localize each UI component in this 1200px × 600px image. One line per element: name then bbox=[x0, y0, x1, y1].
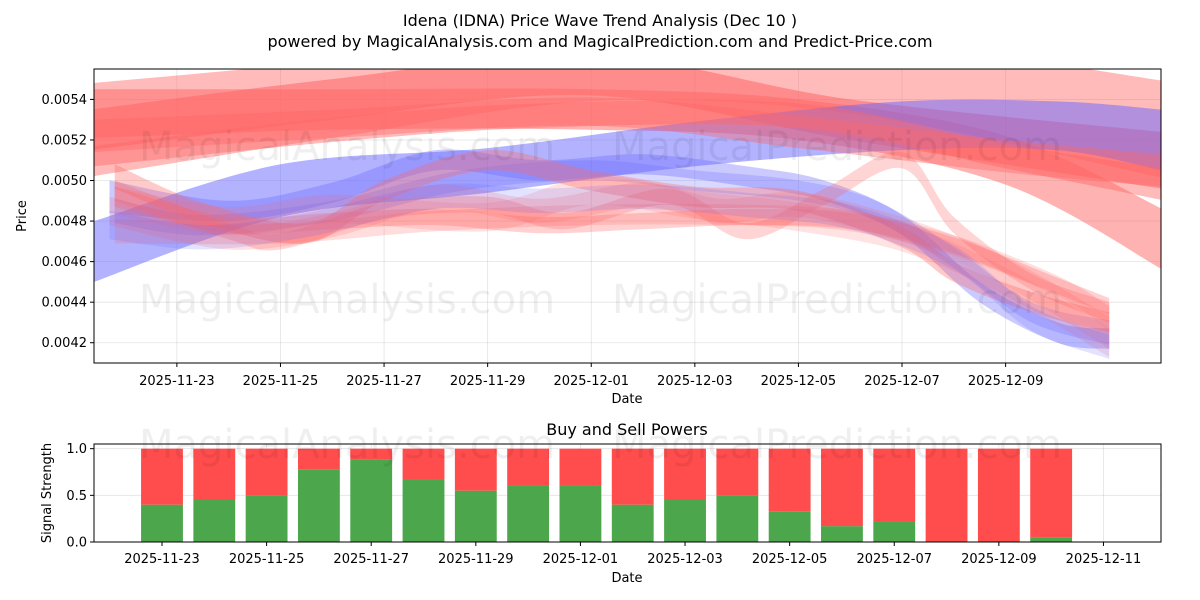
price-x-tick-label: 2025-11-29 bbox=[450, 374, 526, 389]
price-x-tick-label: 2025-12-05 bbox=[761, 374, 837, 389]
buy-bar bbox=[612, 505, 654, 542]
buy-bar bbox=[769, 511, 811, 542]
power-x-tick-label: 2025-11-25 bbox=[229, 552, 305, 567]
price-x-tick-label: 2025-12-07 bbox=[864, 374, 940, 389]
chart-title: Idena (IDNA) Price Wave Trend Analysis (… bbox=[403, 11, 797, 30]
power-y-tick-label: 0.0 bbox=[66, 536, 87, 551]
buy-bar bbox=[350, 460, 392, 542]
chart-figure: Idena (IDNA) Price Wave Trend Analysis (… bbox=[0, 0, 1200, 600]
power-x-tick-label: 2025-12-03 bbox=[647, 552, 723, 567]
buy-bar bbox=[193, 500, 235, 542]
price-y-tick-label: 0.0042 bbox=[42, 336, 88, 351]
buy-bar bbox=[507, 485, 549, 542]
buy-bar bbox=[141, 505, 183, 542]
price-x-tick-label: 2025-11-27 bbox=[346, 374, 422, 389]
buy-bar bbox=[716, 495, 758, 542]
price-y-tick-label: 0.0046 bbox=[42, 255, 88, 270]
price-panel: MagicalAnalysis.com MagicalPrediction.co… bbox=[15, 30, 1166, 407]
power-x-tick-label: 2025-12-05 bbox=[752, 552, 828, 567]
price-x-tick-label: 2025-11-23 bbox=[139, 374, 215, 389]
buy-bar bbox=[821, 526, 863, 542]
buy-bar bbox=[560, 485, 602, 542]
power-x-axis-label: Date bbox=[611, 571, 642, 586]
power-x-tick-label: 2025-12-09 bbox=[961, 552, 1037, 567]
price-y-tick-label: 0.0044 bbox=[42, 296, 88, 311]
price-y-axis-label: Price bbox=[15, 200, 30, 232]
power-x-tick-label: 2025-12-11 bbox=[1066, 552, 1142, 567]
sell-bar bbox=[560, 449, 602, 485]
buy-bar bbox=[664, 500, 706, 542]
power-y-tick-label: 1.0 bbox=[66, 442, 87, 457]
power-x-tick-label: 2025-11-29 bbox=[438, 552, 514, 567]
price-x-axis-label: Date bbox=[611, 392, 642, 407]
power-y-tick-label: 0.5 bbox=[66, 489, 87, 504]
price-x-tick-label: 2025-12-01 bbox=[553, 374, 629, 389]
watermark-analysis: MagicalAnalysis.com bbox=[139, 124, 555, 170]
buy-bar bbox=[455, 491, 497, 542]
watermark-prediction: MagicalPrediction.com bbox=[612, 124, 1062, 170]
buy-bar bbox=[246, 495, 288, 542]
power-x-tick-label: 2025-12-07 bbox=[856, 552, 932, 567]
price-x-tick-label: 2025-12-03 bbox=[657, 374, 733, 389]
power-y-axis-label: Signal Strength bbox=[40, 443, 55, 543]
watermark-analysis: MagicalAnalysis.com bbox=[139, 277, 555, 323]
buy-bar bbox=[298, 469, 340, 542]
price-y-tick-label: 0.0050 bbox=[42, 174, 88, 189]
power-x-tick-label: 2025-12-01 bbox=[543, 552, 619, 567]
watermark-prediction: MagicalPrediction.com bbox=[612, 422, 1062, 468]
power-x-tick-label: 2025-11-27 bbox=[333, 552, 409, 567]
watermark-prediction: MagicalPrediction.com bbox=[612, 277, 1062, 323]
buy-bar bbox=[873, 521, 915, 542]
watermark-analysis: MagicalAnalysis.com bbox=[139, 422, 555, 468]
price-y-tick-label: 0.0048 bbox=[42, 215, 88, 230]
price-y-tick-label: 0.0052 bbox=[42, 133, 88, 148]
buy-bar bbox=[403, 479, 445, 542]
chart-subtitle: powered by MagicalAnalysis.com and Magic… bbox=[267, 32, 932, 51]
price-x-tick-label: 2025-11-25 bbox=[243, 374, 319, 389]
price-x-tick-label: 2025-12-09 bbox=[968, 374, 1044, 389]
buy-bar bbox=[1030, 537, 1072, 542]
power-x-tick-label: 2025-11-23 bbox=[124, 552, 200, 567]
price-y-tick-label: 0.0054 bbox=[42, 93, 88, 108]
